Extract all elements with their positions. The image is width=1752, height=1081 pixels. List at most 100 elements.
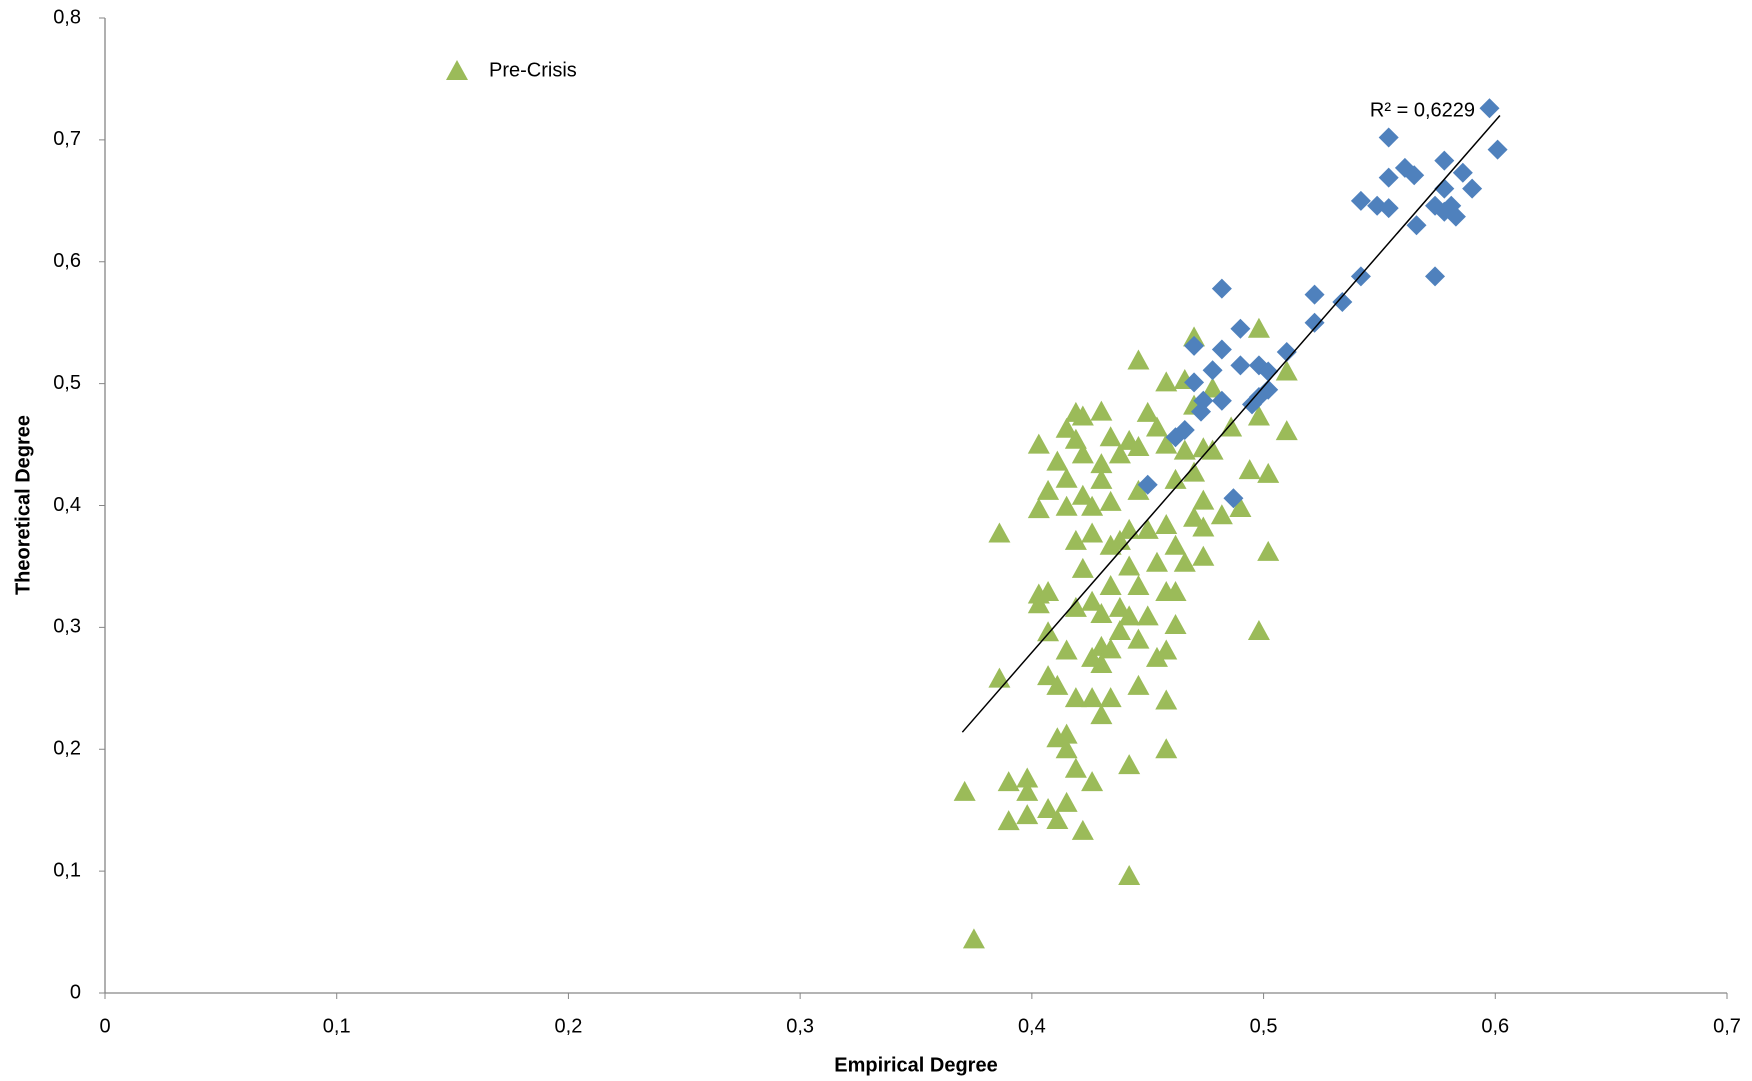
data-point bbox=[1406, 215, 1427, 236]
data-point bbox=[1229, 496, 1252, 517]
r-squared-annotation: R² = 0,6229 bbox=[1370, 99, 1475, 121]
data-point bbox=[1037, 621, 1060, 642]
y-tick-label: 0,2 bbox=[53, 738, 81, 760]
data-point bbox=[1071, 819, 1094, 840]
data-point bbox=[1155, 639, 1178, 660]
data-point bbox=[1173, 551, 1196, 572]
x-tick-label: 0,7 bbox=[1713, 1015, 1741, 1037]
data-point bbox=[1090, 704, 1113, 725]
data-point bbox=[1257, 540, 1280, 561]
data-point bbox=[1276, 341, 1297, 362]
data-point bbox=[1099, 426, 1122, 447]
data-point bbox=[1275, 360, 1298, 381]
data-point bbox=[1191, 401, 1212, 422]
y-tick-label: 0,6 bbox=[53, 250, 81, 272]
y-tick-label: 0,4 bbox=[53, 494, 81, 516]
data-point bbox=[1081, 495, 1104, 516]
data-point bbox=[1055, 639, 1078, 660]
y-tick-label: 0 bbox=[70, 981, 81, 1003]
data-point bbox=[1016, 780, 1039, 801]
y-tick-label: 0,5 bbox=[53, 372, 81, 394]
data-point bbox=[1155, 371, 1178, 392]
data-point bbox=[1434, 150, 1455, 171]
data-point bbox=[1137, 474, 1158, 495]
data-point bbox=[1090, 400, 1113, 421]
data-point bbox=[1046, 674, 1069, 695]
data-point bbox=[1201, 439, 1224, 460]
data-point bbox=[1027, 433, 1050, 454]
data-point bbox=[1118, 555, 1141, 576]
data-point bbox=[1238, 459, 1261, 480]
data-point bbox=[1164, 534, 1187, 555]
data-point bbox=[1404, 165, 1425, 186]
data-point bbox=[1046, 450, 1069, 471]
data-point bbox=[1155, 514, 1178, 534]
x-tick-label: 0,5 bbox=[1250, 1015, 1278, 1037]
data-point bbox=[1016, 767, 1039, 788]
data-point bbox=[953, 780, 976, 801]
data-point bbox=[1210, 504, 1233, 525]
data-point bbox=[1165, 427, 1186, 448]
data-point bbox=[1127, 436, 1150, 456]
data-point bbox=[1192, 545, 1215, 566]
data-point bbox=[1099, 490, 1122, 511]
data-point bbox=[1037, 797, 1060, 818]
data-point bbox=[1081, 522, 1104, 543]
data-point bbox=[962, 928, 985, 949]
data-point bbox=[1155, 433, 1178, 454]
data-point bbox=[1136, 401, 1159, 422]
data-point bbox=[1071, 557, 1094, 578]
data-point bbox=[1055, 791, 1078, 812]
data-point bbox=[1275, 420, 1298, 441]
data-point bbox=[1230, 355, 1251, 376]
data-point bbox=[1037, 479, 1060, 500]
y-tick-label: 0,3 bbox=[53, 616, 81, 638]
data-point bbox=[1155, 738, 1178, 759]
data-point bbox=[1201, 377, 1224, 398]
data-point bbox=[1027, 498, 1050, 519]
data-point bbox=[1211, 390, 1232, 411]
data-point bbox=[1164, 581, 1187, 602]
data-point bbox=[1081, 590, 1104, 611]
data-point bbox=[1183, 506, 1206, 527]
data-point bbox=[1071, 484, 1094, 505]
data-point bbox=[1090, 652, 1113, 673]
data-point bbox=[1071, 443, 1094, 464]
data-point bbox=[1118, 518, 1141, 539]
data-point bbox=[1248, 387, 1269, 408]
data-point bbox=[1055, 495, 1078, 516]
data-point bbox=[1223, 488, 1244, 509]
data-point bbox=[1378, 167, 1399, 188]
data-point bbox=[1155, 689, 1178, 710]
data-point bbox=[1127, 349, 1150, 370]
data-point bbox=[1118, 865, 1141, 885]
data-point bbox=[1434, 178, 1455, 199]
trendline bbox=[961, 115, 1501, 733]
data-point bbox=[1108, 596, 1131, 617]
data-point bbox=[1055, 738, 1078, 759]
data-point bbox=[1118, 605, 1141, 626]
data-point bbox=[1046, 808, 1069, 829]
data-point bbox=[1055, 417, 1078, 438]
data-point bbox=[1173, 439, 1196, 460]
data-point bbox=[1304, 312, 1325, 333]
data-point bbox=[1064, 687, 1087, 708]
data-point bbox=[1452, 162, 1473, 183]
data-point bbox=[1220, 416, 1243, 437]
data-point bbox=[1184, 335, 1205, 356]
data-point bbox=[988, 667, 1011, 688]
data-point bbox=[1055, 723, 1078, 744]
data-point bbox=[1064, 596, 1087, 617]
data-point bbox=[1184, 372, 1205, 393]
data-point bbox=[1127, 628, 1150, 649]
data-point bbox=[1099, 687, 1122, 708]
x-axis-title: Empirical Degree bbox=[834, 1054, 997, 1076]
data-point bbox=[1425, 266, 1446, 287]
data-point bbox=[1136, 605, 1159, 626]
data-point bbox=[1127, 674, 1150, 695]
data-point bbox=[1332, 291, 1353, 312]
data-point bbox=[1027, 593, 1050, 614]
y-tick-label: 0,8 bbox=[53, 6, 81, 28]
data-point bbox=[1230, 318, 1251, 339]
